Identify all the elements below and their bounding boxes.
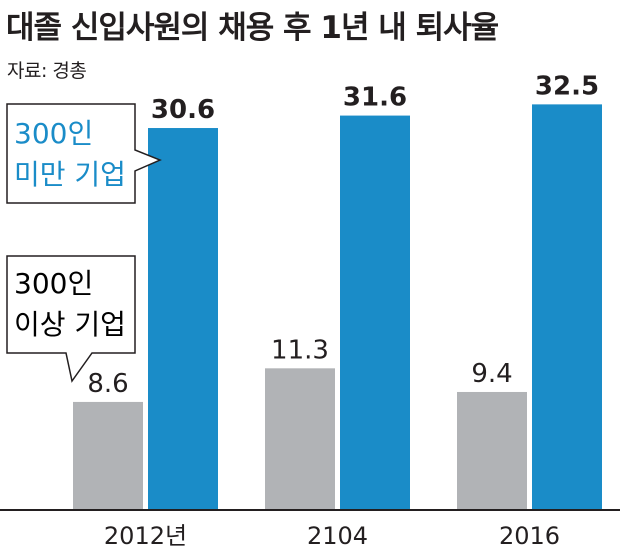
x-tick-label-2: 2016 xyxy=(499,522,560,550)
bar-large-2 xyxy=(457,391,527,509)
bar-large-0 xyxy=(73,401,143,509)
chart-title: 대졸 신입사원의 채용 후 1년 내 퇴사율 xyxy=(6,10,499,46)
data-label-small-0: 30.6 xyxy=(151,95,215,125)
data-label-large-1: 11.3 xyxy=(271,335,329,365)
data-label-small-2: 32.5 xyxy=(535,71,599,101)
source-note: 자료: 경총 xyxy=(7,60,87,82)
data-label-large-0: 8.6 xyxy=(87,369,128,399)
legend-callout-large: 300인 이상 기업 xyxy=(6,255,136,383)
callout-large-line1: 300인 xyxy=(14,267,93,300)
data-label-small-1: 31.6 xyxy=(343,83,407,113)
callout-small-line2: 미만 기업 xyxy=(14,158,126,191)
bar-large-1 xyxy=(265,368,335,509)
bar-small-2 xyxy=(532,104,602,509)
legend-callout-small: 300인 미만 기업 xyxy=(6,103,162,204)
callout-large-line2: 이상 기업 xyxy=(14,308,126,341)
x-tick-label-1: 2104 xyxy=(307,522,368,550)
callout-small-line1: 300인 xyxy=(14,117,93,150)
bar-small-0 xyxy=(148,128,218,509)
data-label-large-2: 9.4 xyxy=(471,359,512,389)
x-tick-label-0: 2012년 xyxy=(104,522,187,550)
bar-small-1 xyxy=(340,115,410,509)
